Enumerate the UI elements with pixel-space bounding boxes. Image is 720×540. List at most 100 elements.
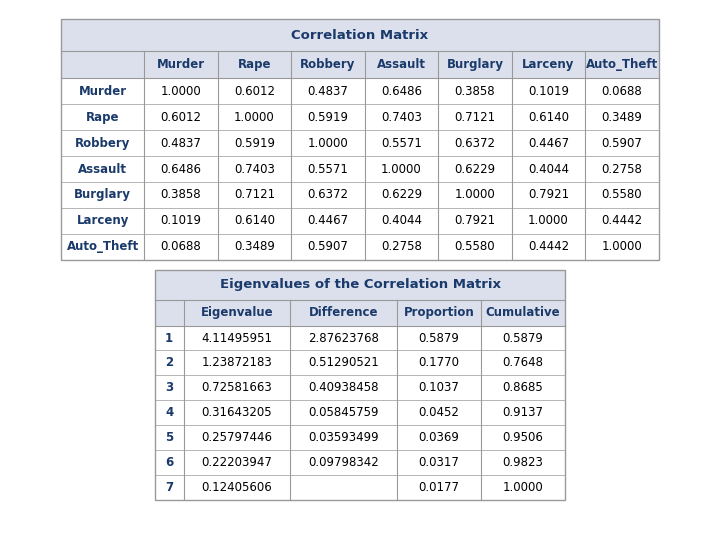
Text: 0.5907: 0.5907	[307, 240, 348, 253]
Text: 0.7921: 0.7921	[528, 188, 569, 201]
Text: 0.5879: 0.5879	[503, 332, 544, 345]
Text: 0.9506: 0.9506	[503, 431, 544, 444]
Bar	[61, 234, 659, 260]
Text: 0.2758: 0.2758	[602, 163, 642, 176]
Bar	[155, 350, 565, 375]
Text: 1.23872183: 1.23872183	[202, 356, 272, 369]
Text: 0.0688: 0.0688	[602, 85, 642, 98]
Text: 0.6140: 0.6140	[234, 214, 275, 227]
Text: 0.6372: 0.6372	[454, 137, 495, 150]
Text: Correlation Matrix: Correlation Matrix	[292, 29, 428, 42]
Text: 0.12405606: 0.12405606	[202, 481, 272, 494]
Text: Larceny: Larceny	[522, 58, 575, 71]
Text: Assault: Assault	[377, 58, 426, 71]
Text: 0.03593499: 0.03593499	[308, 431, 379, 444]
Text: 6: 6	[165, 456, 174, 469]
Text: 0.7403: 0.7403	[234, 163, 275, 176]
Bar	[155, 375, 565, 400]
Text: 0.5571: 0.5571	[381, 137, 422, 150]
Text: 0.2758: 0.2758	[381, 240, 422, 253]
Text: 1.0000: 1.0000	[234, 111, 275, 124]
Text: 5: 5	[165, 431, 174, 444]
Text: 4.11495951: 4.11495951	[202, 332, 272, 345]
Text: 0.6486: 0.6486	[161, 163, 202, 176]
Text: 0.1770: 0.1770	[418, 356, 459, 369]
Bar	[155, 270, 565, 300]
Bar	[61, 51, 659, 78]
Text: Murder: Murder	[78, 85, 127, 98]
Bar	[155, 475, 565, 500]
Text: 0.4837: 0.4837	[307, 85, 348, 98]
Text: 0.7121: 0.7121	[234, 188, 275, 201]
Text: 0.5919: 0.5919	[234, 137, 275, 150]
Text: 0.31643205: 0.31643205	[202, 406, 272, 419]
Text: 1: 1	[165, 332, 174, 345]
Text: 0.4044: 0.4044	[381, 214, 422, 227]
Text: 0.4442: 0.4442	[601, 214, 642, 227]
Text: 1.0000: 1.0000	[528, 214, 569, 227]
Text: 0.1019: 0.1019	[161, 214, 202, 227]
Text: 1.0000: 1.0000	[602, 240, 642, 253]
Text: 0.3489: 0.3489	[602, 111, 642, 124]
Text: 0.22203947: 0.22203947	[202, 456, 272, 469]
Text: 0.4442: 0.4442	[528, 240, 569, 253]
Text: 3: 3	[165, 381, 174, 394]
Bar	[61, 78, 659, 104]
Text: 0.5580: 0.5580	[454, 240, 495, 253]
Text: 4: 4	[165, 406, 174, 419]
Bar	[155, 425, 565, 450]
Text: Eigenvalue: Eigenvalue	[201, 306, 273, 319]
Text: 0.5879: 0.5879	[418, 332, 459, 345]
Text: 0.72581663: 0.72581663	[202, 381, 272, 394]
Bar	[155, 300, 565, 326]
Text: 0.1019: 0.1019	[528, 85, 569, 98]
Text: 1.0000: 1.0000	[454, 188, 495, 201]
Text: 0.4467: 0.4467	[528, 137, 569, 150]
Text: 1.0000: 1.0000	[503, 481, 544, 494]
Text: 0.7648: 0.7648	[503, 356, 544, 369]
Text: Auto_Theft: Auto_Theft	[66, 240, 139, 253]
Text: 0.7403: 0.7403	[381, 111, 422, 124]
Bar	[155, 450, 565, 475]
Text: 0.3858: 0.3858	[161, 188, 201, 201]
Text: 0.9823: 0.9823	[503, 456, 544, 469]
Text: 0.5907: 0.5907	[602, 137, 642, 150]
Text: 0.3858: 0.3858	[454, 85, 495, 98]
Text: 0.0452: 0.0452	[418, 406, 459, 419]
Text: 0.6229: 0.6229	[381, 188, 422, 201]
Bar	[155, 270, 565, 500]
Text: Rape: Rape	[86, 111, 120, 124]
Bar	[61, 19, 659, 260]
Text: 0.6012: 0.6012	[161, 111, 202, 124]
Text: 0.0177: 0.0177	[418, 481, 459, 494]
Text: 2: 2	[165, 356, 174, 369]
Text: 0.5919: 0.5919	[307, 111, 348, 124]
Text: 0.6372: 0.6372	[307, 188, 348, 201]
Bar	[61, 104, 659, 130]
Text: 0.4044: 0.4044	[528, 163, 569, 176]
Text: 0.0369: 0.0369	[418, 431, 459, 444]
Text: Burglary: Burglary	[446, 58, 503, 71]
Text: Cumulative: Cumulative	[486, 306, 560, 319]
Text: Robbery: Robbery	[300, 58, 356, 71]
Text: 0.51290521: 0.51290521	[308, 356, 379, 369]
Text: 0.09798342: 0.09798342	[308, 456, 379, 469]
Text: 1.0000: 1.0000	[307, 137, 348, 150]
Text: Proportion: Proportion	[403, 306, 474, 319]
Text: 0.05845759: 0.05845759	[308, 406, 379, 419]
Text: Difference: Difference	[309, 306, 378, 319]
Text: 0.5571: 0.5571	[307, 163, 348, 176]
Text: 0.6140: 0.6140	[528, 111, 569, 124]
Text: 0.7921: 0.7921	[454, 214, 495, 227]
Text: 1.0000: 1.0000	[381, 163, 422, 176]
Text: Assault: Assault	[78, 163, 127, 176]
Text: 0.25797446: 0.25797446	[202, 431, 272, 444]
Text: 0.7121: 0.7121	[454, 111, 495, 124]
Bar	[155, 326, 565, 350]
Text: 0.5580: 0.5580	[602, 188, 642, 201]
Text: 0.3489: 0.3489	[234, 240, 275, 253]
Text: 0.6012: 0.6012	[234, 85, 275, 98]
Bar	[61, 208, 659, 234]
Text: 0.0688: 0.0688	[161, 240, 201, 253]
Bar	[61, 130, 659, 156]
